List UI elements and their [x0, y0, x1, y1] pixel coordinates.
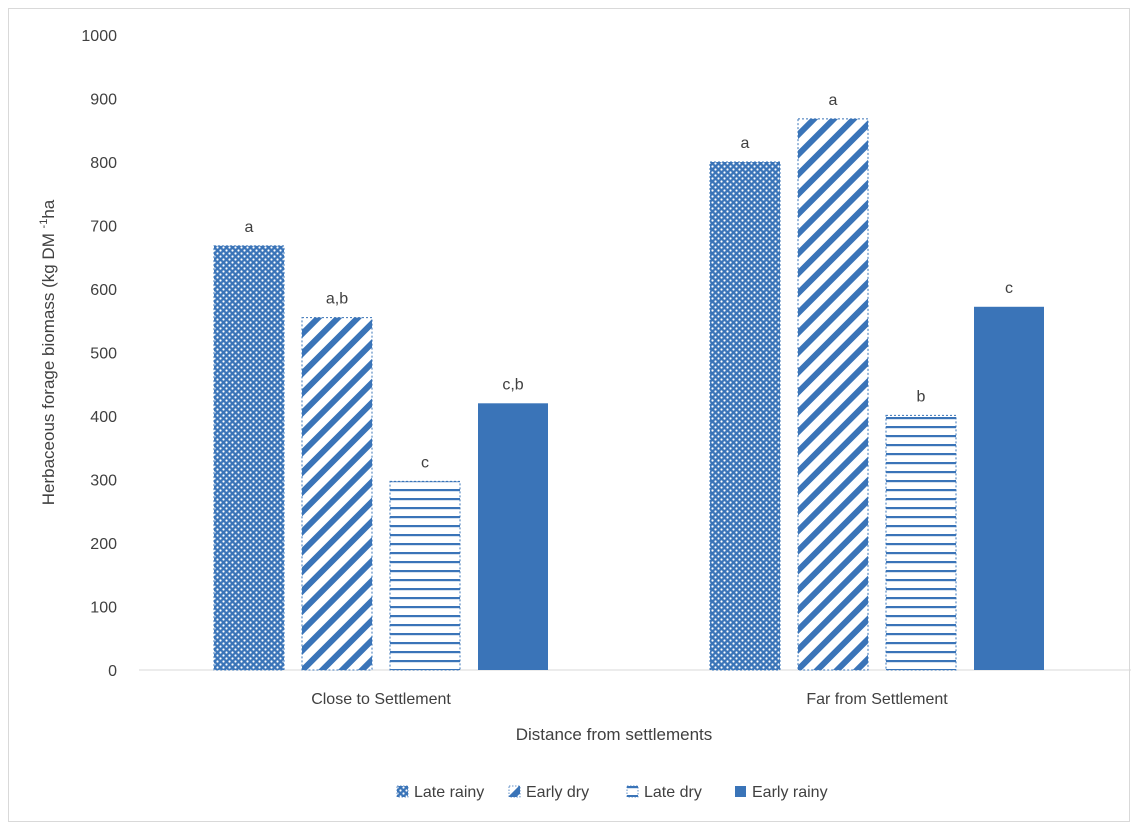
x-category-label: Close to Settlement — [311, 691, 451, 708]
legend-swatch — [396, 785, 409, 798]
x-category-label: Far from Settlement — [806, 691, 948, 708]
y-tick-label: 1000 — [81, 28, 117, 45]
bar — [885, 414, 957, 671]
x-axis-title: Distance from settlements — [516, 725, 713, 744]
bar — [478, 403, 548, 670]
y-tick-label: 700 — [90, 219, 117, 236]
legend-swatch — [508, 785, 521, 798]
bar-letter-label: c,b — [502, 376, 523, 393]
legend-label: Late rainy — [414, 784, 484, 801]
bar-letter-label: a — [829, 92, 838, 109]
bar — [797, 118, 869, 671]
y-tick-label: 200 — [90, 536, 117, 553]
bar-letter-label: a — [245, 219, 254, 236]
bar-letter-label: a,b — [326, 291, 348, 308]
bar-letter-label: c — [421, 454, 429, 471]
bar — [213, 245, 285, 671]
y-tick-label: 100 — [90, 600, 117, 617]
y-tick-label: 900 — [90, 92, 117, 109]
y-axis-title-main: Herbaceous forage biomass (kg DM — [39, 228, 58, 505]
legend-label: Early rainy — [752, 784, 828, 801]
y-axis-title-superscript: -1 — [38, 219, 50, 229]
legend-label: Late dry — [644, 784, 702, 801]
legend-swatch — [626, 785, 639, 798]
y-tick-label: 400 — [90, 409, 117, 426]
bar — [389, 480, 461, 671]
bar-chart: 0 100 200 300 400 500 600 700 800 900 1000 a a,b c c,… — [38, 28, 1131, 801]
legend: Late rainy Early dry Late dry Early rainy — [396, 784, 828, 801]
bar — [974, 306, 1044, 670]
legend-swatch — [735, 786, 746, 797]
legend-label: Early dry — [526, 784, 589, 801]
bar-letter-label: a — [741, 135, 750, 152]
x-axis-category-labels: Close to Settlement Far from Settlement — [311, 691, 948, 708]
y-tick-label: 0 — [108, 663, 117, 680]
y-tick-label: 500 — [90, 346, 117, 363]
y-axis-title: Herbaceous forage biomass (kg DM -1ha — [38, 199, 58, 505]
chart-frame: 0 100 200 300 400 500 600 700 800 900 1000 a a,b c c,… — [8, 8, 1131, 822]
y-axis-tick-labels: 0 100 200 300 400 500 600 700 800 900 1000 — [81, 28, 117, 680]
bars-group — [213, 118, 1044, 671]
y-axis-title-unit: ha — [39, 199, 58, 218]
y-tick-label: 300 — [90, 473, 117, 490]
bar-letter-label: c — [1005, 280, 1013, 297]
y-tick-label: 600 — [90, 282, 117, 299]
bar-letter-label: b — [917, 388, 926, 405]
bar-labels-group: a a,b c c,b a a b c — [245, 92, 1013, 472]
y-tick-label: 800 — [90, 155, 117, 172]
bar — [301, 317, 373, 671]
bar — [709, 161, 781, 671]
